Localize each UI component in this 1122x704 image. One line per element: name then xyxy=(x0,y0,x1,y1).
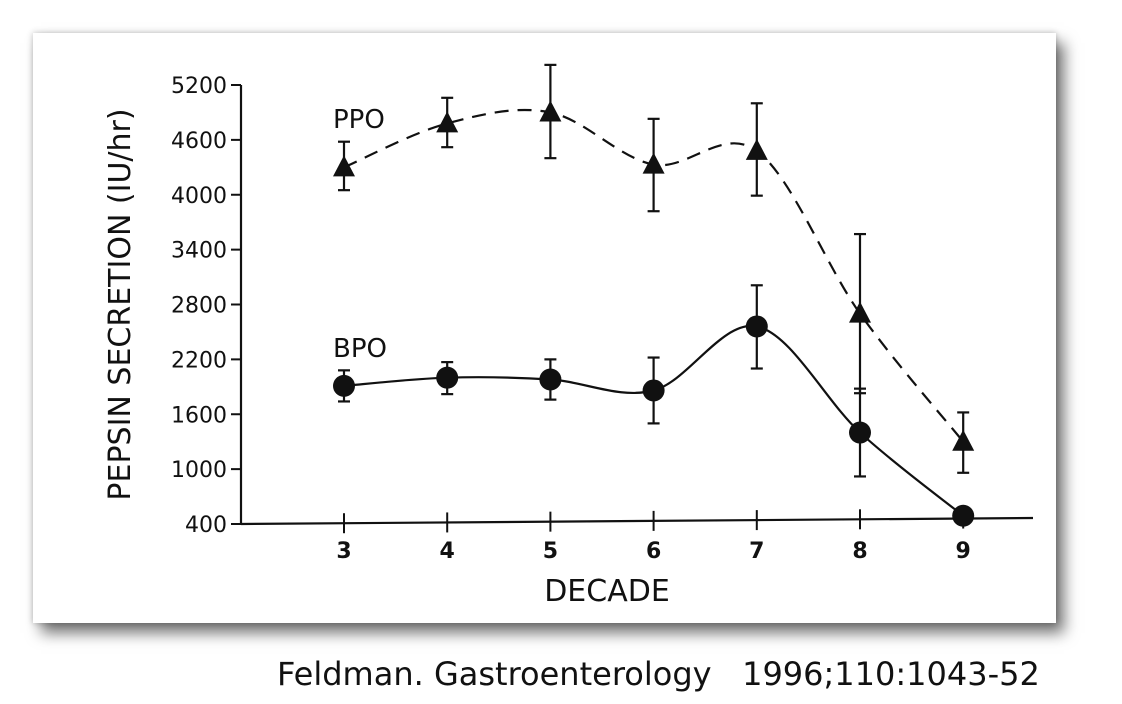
y-axis-title: PEPSIN SECRETION (IU/hr) xyxy=(103,108,138,500)
y-tick-label: 2800 xyxy=(171,294,227,319)
y-tick-label: 4000 xyxy=(171,184,227,209)
point-bpo xyxy=(539,368,562,391)
point-bpo xyxy=(952,504,975,527)
point-ppo xyxy=(642,152,665,174)
point-bpo xyxy=(745,315,768,338)
y-tick-label: 4600 xyxy=(171,129,227,154)
series-label-bpo: BPO xyxy=(333,334,387,364)
data-markers xyxy=(333,100,975,527)
y-tick-label: 1600 xyxy=(171,403,227,428)
y-tick-label: 3400 xyxy=(171,239,227,264)
point-ppo xyxy=(436,111,459,133)
point-ppo xyxy=(849,301,871,323)
pepsin-chart: 400 1000 1600 2200 2800 3400 4000 4600 5200 3 4 5 6 7… xyxy=(103,63,1034,609)
y-tick-label: 400 xyxy=(185,513,227,538)
x-tick-label: 7 xyxy=(749,539,764,564)
y-tick-label: 1000 xyxy=(171,458,227,483)
y-tick-label: 2200 xyxy=(171,348,227,373)
point-bpo xyxy=(333,374,355,397)
error-bars xyxy=(338,63,970,478)
x-axis-title: DECADE xyxy=(544,574,670,609)
chart-card: 400 1000 1600 2200 2800 3400 4000 4600 5200 3 4 5 6 7… xyxy=(33,33,1056,623)
point-bpo xyxy=(436,366,459,389)
point-ppo xyxy=(333,155,355,177)
text-labels: 400 1000 1600 2200 2800 3400 4000 4600 5200 3 4 5 6 7… xyxy=(103,74,971,609)
axes xyxy=(231,84,1034,534)
series-label-ppo: PPO xyxy=(333,105,385,135)
point-ppo xyxy=(745,138,768,160)
x-tick-label: 8 xyxy=(852,539,867,564)
point-ppo xyxy=(539,100,562,122)
x-tick-label: 3 xyxy=(336,539,351,564)
point-bpo xyxy=(849,421,871,444)
y-tick-label: 5200 xyxy=(171,74,227,99)
x-axis-line xyxy=(240,516,1034,526)
x-tick-label: 5 xyxy=(543,539,558,564)
x-tick-label: 6 xyxy=(646,539,661,564)
x-tick-label: 9 xyxy=(956,539,971,564)
citation: Feldman. Gastroenterology 1996;110:1043-… xyxy=(277,655,1040,693)
point-bpo xyxy=(642,379,665,402)
x-tick-label: 4 xyxy=(440,539,455,564)
point-ppo xyxy=(952,429,975,451)
